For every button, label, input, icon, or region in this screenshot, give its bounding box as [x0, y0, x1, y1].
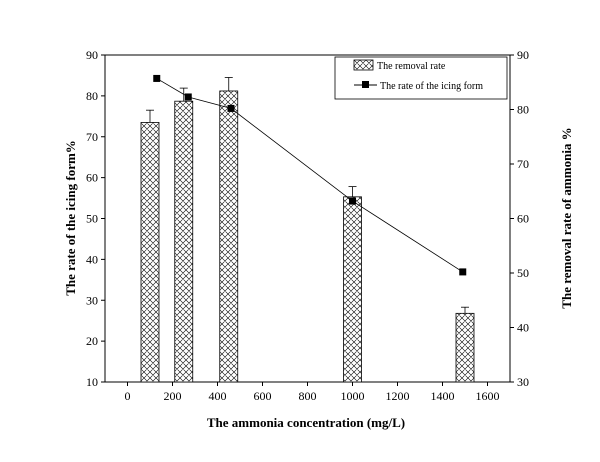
left-y-axis-ticks: 10 20 30 40 50 60 70 80 90 [86, 48, 105, 389]
legend-bar-swatch [353, 59, 374, 71]
right-y-tick-label: 50 [517, 266, 529, 280]
left-y-tick-label: 90 [86, 48, 98, 62]
x-tick-label: 800 [299, 389, 317, 403]
line-point [184, 93, 192, 101]
x-tick-label: 400 [209, 389, 227, 403]
x-tick-label: 200 [164, 389, 182, 403]
bars-layer [140, 90, 475, 383]
right-y-axis-title: The removal rate of ammonia % [559, 127, 574, 308]
x-tick-label: 1600 [476, 389, 500, 403]
plot-area-frame [104, 54, 511, 383]
x-axis-title: The ammonia concentration (mg/L) [207, 415, 405, 430]
right-y-tick-label: 60 [517, 212, 529, 226]
right-y-tick-label: 70 [517, 157, 529, 171]
legend-line-marker [362, 81, 369, 88]
bar [140, 122, 160, 383]
error-bars-layer [146, 77, 469, 314]
x-tick-label: 1000 [341, 389, 365, 403]
line-point [349, 197, 356, 205]
right-y-tick-label: 30 [517, 375, 529, 389]
left-y-tick-label: 80 [86, 89, 98, 103]
legend-line-label: The rate of the icing form [380, 81, 483, 92]
x-tick-label: 0 [125, 389, 131, 403]
left-y-axis-title: The rate of the icing form% [63, 140, 78, 296]
line-series-layer [153, 74, 467, 276]
right-y-axis-ticks: 30 40 50 60 70 80 90 [510, 48, 529, 389]
x-axis-ticks: 0 200 400 600 800 1000 1200 1400 1600 [125, 382, 500, 403]
legend-bar-label: The removal rate [377, 61, 446, 72]
left-y-tick-label: 30 [86, 293, 98, 307]
right-y-tick-label: 40 [517, 321, 529, 335]
left-y-tick-label: 70 [86, 130, 98, 144]
legend: The removal rate The rate of the icing f… [334, 56, 508, 100]
right-y-tick-label: 90 [517, 48, 529, 62]
left-y-tick-label: 40 [86, 252, 98, 266]
right-y-tick-label: 80 [517, 103, 529, 117]
bar [455, 312, 475, 383]
x-tick-label: 1400 [431, 389, 455, 403]
left-y-tick-label: 20 [86, 334, 98, 348]
line-point [153, 74, 161, 82]
left-y-tick-label: 50 [86, 212, 98, 226]
left-y-tick-label: 60 [86, 171, 98, 185]
bar [174, 100, 194, 383]
x-tick-label: 600 [254, 389, 272, 403]
legend-frame [334, 56, 508, 100]
x-tick-label: 1200 [386, 389, 410, 403]
left-y-tick-label: 10 [86, 375, 98, 389]
bar [343, 196, 362, 383]
line-point [227, 104, 235, 112]
line-point [459, 268, 467, 276]
bar [219, 90, 239, 383]
line-path [156, 78, 463, 273]
